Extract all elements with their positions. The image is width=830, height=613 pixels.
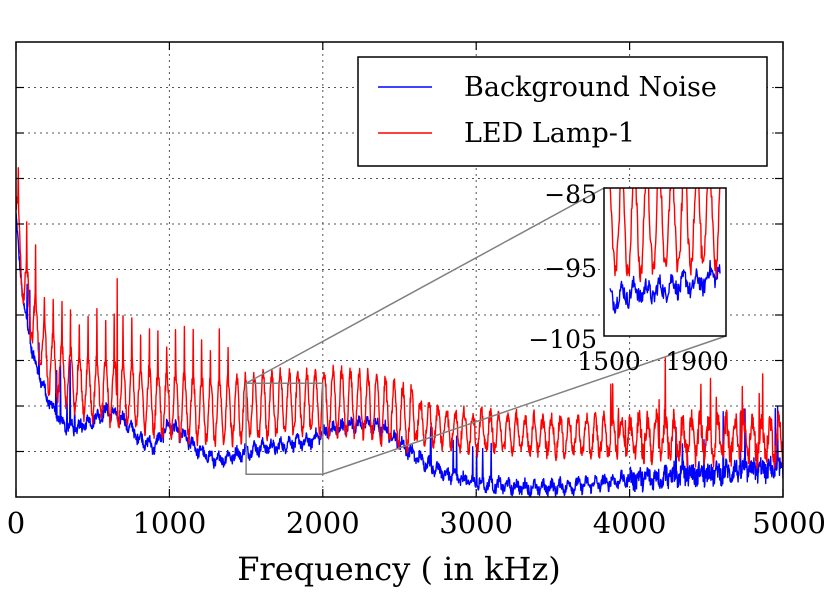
zoom-connector	[245, 187, 605, 384]
x-tick-label: 2000	[286, 506, 360, 540]
zoom-connector	[322, 335, 727, 475]
inset-frame	[603, 187, 727, 337]
inset-series-line-background-noise	[609, 259, 721, 314]
inset: −85 −95 −105 1500 1900	[528, 180, 729, 376]
x-tick-labels: 0 1000 2000 3000 4000 5000	[7, 506, 826, 540]
x-tick-label: 3000	[439, 506, 513, 540]
x-axis-title: Frequency ( in kHz)	[237, 550, 561, 588]
x-tick-label: 0	[7, 506, 25, 540]
legend-label-led-lamp-1: LED Lamp-1	[464, 118, 635, 149]
legend-label-background-noise: Background Noise	[464, 72, 717, 103]
x-tick-label: 1000	[132, 506, 206, 540]
legend-box	[357, 56, 768, 167]
inset-y-tick-label: −85	[544, 180, 597, 209]
legend[interactable]: Background Noise LED Lamp-1	[357, 56, 768, 167]
inset-series-line-led-lamp-1	[609, 188, 721, 283]
inset-y-tick-label: −95	[544, 254, 597, 283]
inset-x-tick-label: 1900	[665, 347, 729, 376]
inset-x-tick-label: 1500	[577, 347, 641, 376]
x-tick-label: 5000	[752, 506, 826, 540]
zoom-source-box	[245, 382, 324, 475]
series-line-led-lamp-1	[16, 167, 783, 469]
inset-series-group	[609, 188, 721, 314]
inset-y-tick-label: −105	[528, 325, 597, 354]
zoom-connectors	[245, 187, 727, 475]
x-tick-label: 4000	[593, 506, 667, 540]
axis-ticks	[15, 42, 784, 497]
